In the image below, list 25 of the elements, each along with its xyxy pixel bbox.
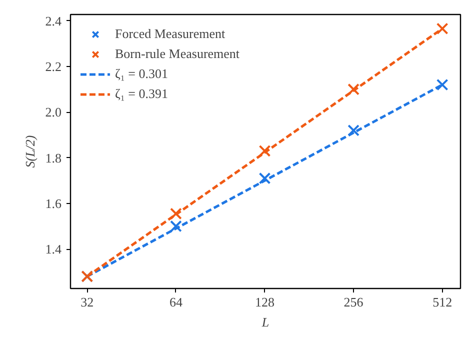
x-tick-label: 32 [80,294,94,310]
point [170,220,182,232]
legend-label: ζ₁ = 0.391 [115,86,168,102]
y-tick-label: 2.4 [45,13,62,28]
legend-label: ζ₁ = 0.301 [115,66,168,82]
y-tick-label: 2.2 [45,59,62,74]
y-tick-label: 1.6 [45,196,62,211]
y-tick-label: 2.0 [45,104,62,120]
point [170,208,182,220]
point [348,83,360,96]
x-axis-title: L [260,314,270,330]
y-axis-title: S(L/2) [22,135,38,168]
x-tick-label: 256 [344,294,364,310]
y-tick-label: 1.4 [45,242,62,257]
point [258,144,271,157]
legend-label: Forced Measurement [115,26,226,42]
point [436,78,448,91]
point [258,172,271,184]
x-tick-label: 512 [432,294,452,310]
x-tick-label: 64 [169,294,183,310]
point [348,124,360,136]
x-tick-label: 128 [254,294,274,310]
y-tick-label: 1.8 [45,150,62,166]
point [436,22,448,35]
legend-label: Born-rule Measurement [115,46,240,62]
